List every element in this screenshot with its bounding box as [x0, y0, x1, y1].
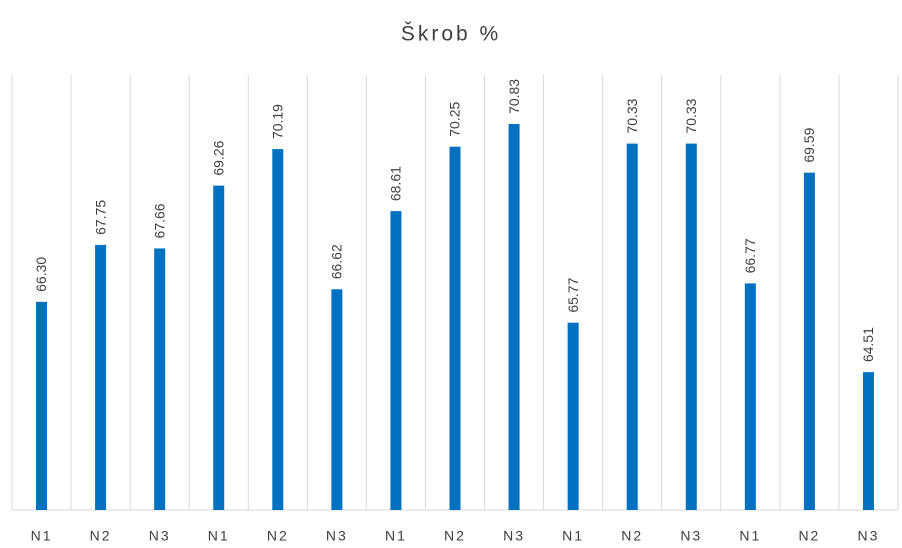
- x-tick-label: N3: [149, 528, 171, 544]
- bar: [331, 289, 343, 510]
- data-label: 69.26: [210, 140, 226, 175]
- bar: [685, 143, 697, 510]
- data-label: 65.77: [565, 277, 581, 312]
- bar: [272, 149, 284, 511]
- x-tick-label: N1: [208, 528, 230, 544]
- x-tick-label: N2: [798, 528, 820, 544]
- x-tick-label: N1: [31, 528, 53, 544]
- bar: [567, 322, 579, 510]
- bar: [36, 301, 48, 510]
- data-label: 70.33: [624, 98, 640, 133]
- bar: [508, 123, 520, 510]
- x-tick-label: N3: [680, 528, 702, 544]
- data-label: 66.30: [33, 257, 49, 292]
- data-label: 66.77: [742, 238, 758, 273]
- bar: [862, 372, 874, 510]
- data-label: 70.83: [506, 79, 522, 114]
- data-label: 67.66: [151, 203, 167, 238]
- x-tick-label: N2: [621, 528, 643, 544]
- data-label: 64.51: [860, 327, 876, 362]
- chart-title: Škrob %: [401, 23, 501, 46]
- x-tick-label: N3: [503, 528, 525, 544]
- bar: [449, 146, 461, 510]
- x-tick-label: N3: [326, 528, 348, 544]
- data-label: 70.33: [683, 98, 699, 133]
- data-label: 70.25: [447, 101, 463, 136]
- bar: [744, 283, 756, 510]
- x-tick-label: N1: [562, 528, 584, 544]
- bar: [626, 143, 638, 510]
- x-tick-label: N3: [858, 528, 880, 544]
- bar: [803, 172, 815, 510]
- bar: [95, 244, 107, 510]
- data-label: 68.61: [388, 166, 404, 201]
- x-tick-label: N2: [444, 528, 466, 544]
- x-tick-label: N1: [385, 528, 407, 544]
- data-label: 70.19: [270, 104, 286, 139]
- data-label: 67.75: [92, 200, 108, 235]
- x-tick-label: N2: [267, 528, 289, 544]
- bar: [390, 211, 402, 510]
- x-tick-label: N1: [739, 528, 761, 544]
- bar: [154, 248, 166, 510]
- bar: [213, 185, 225, 510]
- data-label: 69.59: [801, 127, 817, 162]
- data-label: 66.62: [329, 244, 345, 279]
- x-tick-label: N2: [90, 528, 112, 544]
